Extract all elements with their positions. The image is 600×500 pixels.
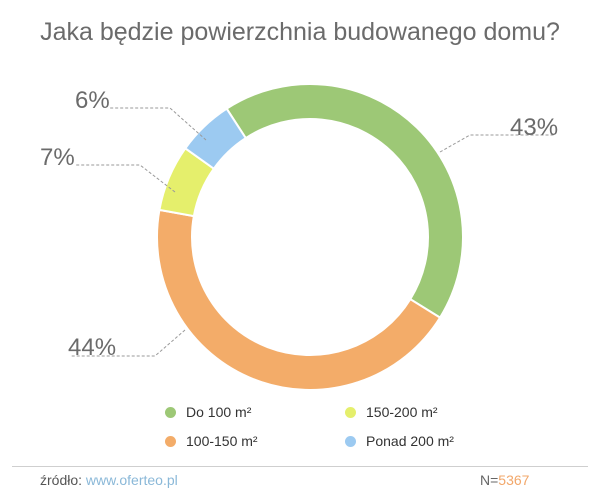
legend-swatch [165,435,176,447]
source-link[interactable]: www.oferteo.pl [85,472,178,488]
donut-chart: 43% 44% 7% 6% [40,83,558,391]
sample-size-label: N= [480,472,499,488]
legend-item-150-200: 150-200 m² [345,404,438,420]
donut-slice [225,83,464,320]
legend-label: 100-150 m² [186,433,258,449]
legend-swatch [165,406,176,418]
leader-line [110,107,207,141]
sample-size-value: 5367 [498,472,530,488]
slice-percent-label: 7% [40,144,75,171]
legend-item-do-100: Do 100 m² [165,404,251,420]
source-note: źródło: www.oferteo.pl [40,472,178,488]
donut-slice [156,208,442,391]
slice-percent-label: 44% [68,334,116,361]
chart-title: Jaka będzie powierzchnia budowanego domu… [40,18,560,46]
legend-item-ponad-200: Ponad 200 m² [345,433,454,449]
leader-line [439,134,555,153]
leader-line [75,164,176,193]
legend-swatch [345,406,356,418]
leader-line [70,329,186,357]
donut-slice [183,107,248,171]
legend-label: Do 100 m² [186,404,252,420]
legend-label: Ponad 200 m² [366,433,454,449]
source-label: źródło: [40,472,83,488]
legend-item-100-150: 100-150 m² [165,433,258,449]
legend-swatch [345,435,356,447]
slice-percent-label: 6% [75,87,110,114]
footer-divider [12,466,588,467]
slice-percent-label: 43% [510,114,558,141]
sample-size: N=5367 [480,472,529,488]
legend-label: 150-200 m² [366,404,438,420]
